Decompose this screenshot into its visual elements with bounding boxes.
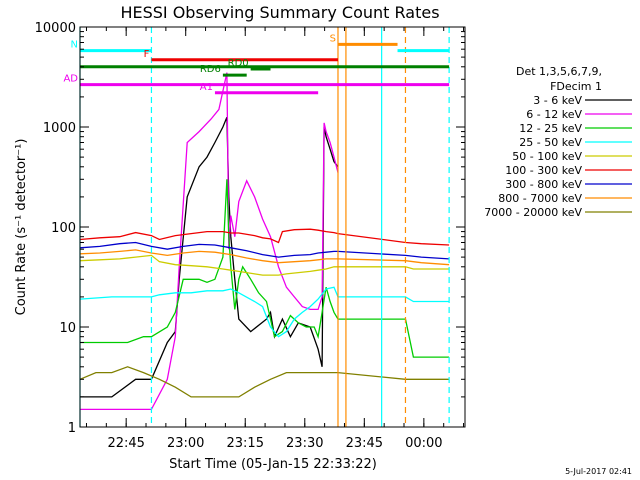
y-axis: 1 10 100 1000 10000 <box>35 21 465 436</box>
legend-label-25-50-kev: 25 - 50 keV <box>519 136 582 149</box>
series-line-800-7000-kev <box>79 249 450 266</box>
legend-header-line-2: FDecim 1 <box>550 80 602 93</box>
x-axis: 22:45 23:00 23:15 23:30 23:45 00:00 <box>85 27 465 451</box>
legend-label-6-12-kev: 6 - 12 keV <box>526 108 582 121</box>
legend-label-7000-20000-kev: 7000 - 20000 keV <box>484 206 582 219</box>
legend-label-12-25-kev: 12 - 25 keV <box>519 122 582 135</box>
y-tick-label: 100 <box>51 221 76 236</box>
series-layer <box>79 72 450 411</box>
x-tick-label: 22:45 <box>107 436 144 451</box>
y-tick-label: 1000 <box>43 121 76 136</box>
legend-label-800-7000-kev: 800 - 7000 keV <box>498 192 582 205</box>
flag-label-s: S <box>330 33 336 44</box>
series-line-3-6-kev <box>80 117 339 398</box>
x-tick-label: 23:30 <box>286 436 323 451</box>
legend-header-line-1: Det 1,3,5,6,7,9, <box>516 65 602 78</box>
plot-frame <box>79 26 466 428</box>
vline-layer <box>79 27 450 427</box>
legend-label-100-300-kev: 100 - 300 keV <box>505 164 582 177</box>
series-line-7000-20000-kev <box>79 366 450 398</box>
flag-label-n: N <box>71 40 78 51</box>
chart-title: HESSI Observing Summary Count Rates <box>120 3 439 22</box>
series-line-300-800-kev <box>79 241 450 260</box>
legend-label-300-800-kev: 300 - 800 keV <box>505 178 582 191</box>
series-line-6-12-kev <box>80 72 339 411</box>
footer-timestamp: 5-Jul-2017 02:41 <box>565 467 632 476</box>
flag-layer: N S F RD0 RD6 AD A1 <box>63 33 450 95</box>
series-line-25-50-kev <box>79 286 450 338</box>
series-line-50-100-kev <box>79 254 450 276</box>
flag-label-f: F <box>144 49 150 60</box>
legend-label-3-6-kev: 3 - 6 keV <box>533 94 582 107</box>
y-tick-label: 10000 <box>35 21 76 36</box>
y-tick-label: 10 <box>59 321 76 336</box>
flag-label-rd6: RD6 <box>200 64 221 75</box>
flag-label-rd0: RD0 <box>228 58 249 69</box>
flag-label-ad: AD <box>63 74 78 85</box>
y-axis-label: Count Rate (s⁻¹ detector⁻¹) <box>14 139 29 316</box>
flag-label-a1: A1 <box>200 82 213 93</box>
legend-label-50-100-kev: 50 - 100 keV <box>512 150 582 163</box>
x-tick-label: 23:15 <box>227 436 264 451</box>
x-axis-label: Start Time (05-Jan-15 22:33:22) <box>169 457 377 472</box>
y-tick-label: 1 <box>68 421 76 436</box>
x-tick-label: 23:00 <box>167 436 204 451</box>
x-tick-label: 23:45 <box>346 436 383 451</box>
series-line-100-300-kev <box>79 228 450 246</box>
series-line-12-25-kev <box>80 179 450 358</box>
x-tick-label: 00:00 <box>405 436 442 451</box>
